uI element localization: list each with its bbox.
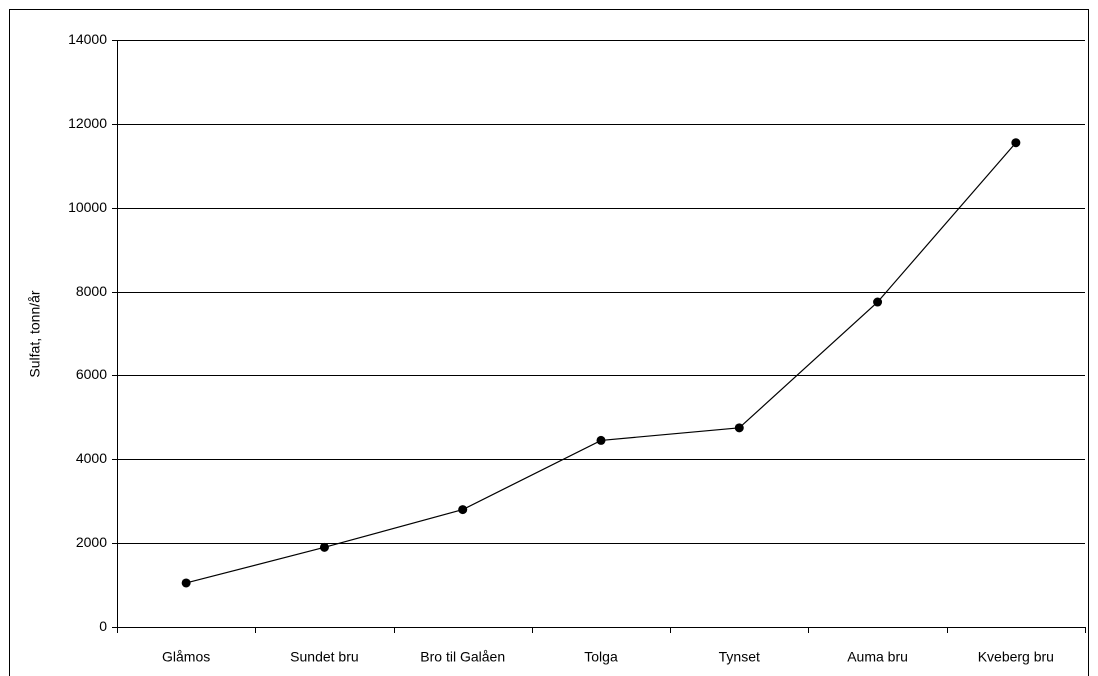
marker (1011, 138, 1021, 148)
marker (734, 423, 744, 433)
y-tick-label: 8000 (76, 283, 107, 299)
chart-border (9, 9, 1089, 676)
x-tick-label: Tolga (584, 649, 618, 665)
marker (458, 505, 468, 515)
x-tick-label: Tynset (719, 649, 760, 665)
y-tick-label: 2000 (76, 534, 107, 550)
marker (319, 542, 329, 552)
y-tick-label: 6000 (76, 366, 107, 382)
y-tick-label: 4000 (76, 450, 107, 466)
y-tick-label: 0 (99, 618, 107, 634)
marker (181, 578, 191, 588)
x-tick-label: Bro til Galåen (420, 649, 505, 665)
marker (596, 435, 606, 445)
y-tick-label: 14000 (68, 31, 107, 47)
x-tick-label: Glåmos (162, 649, 210, 665)
y-axis-title: Sulfat, tonn/år (27, 290, 43, 378)
x-tick-label: Auma bru (847, 649, 908, 665)
y-tick-label: 12000 (68, 115, 107, 131)
marker (873, 297, 883, 307)
y-tick-label: 10000 (68, 199, 107, 215)
x-tick-label: Kveberg bru (978, 649, 1054, 665)
x-tick-label: Sundet bru (290, 649, 359, 665)
